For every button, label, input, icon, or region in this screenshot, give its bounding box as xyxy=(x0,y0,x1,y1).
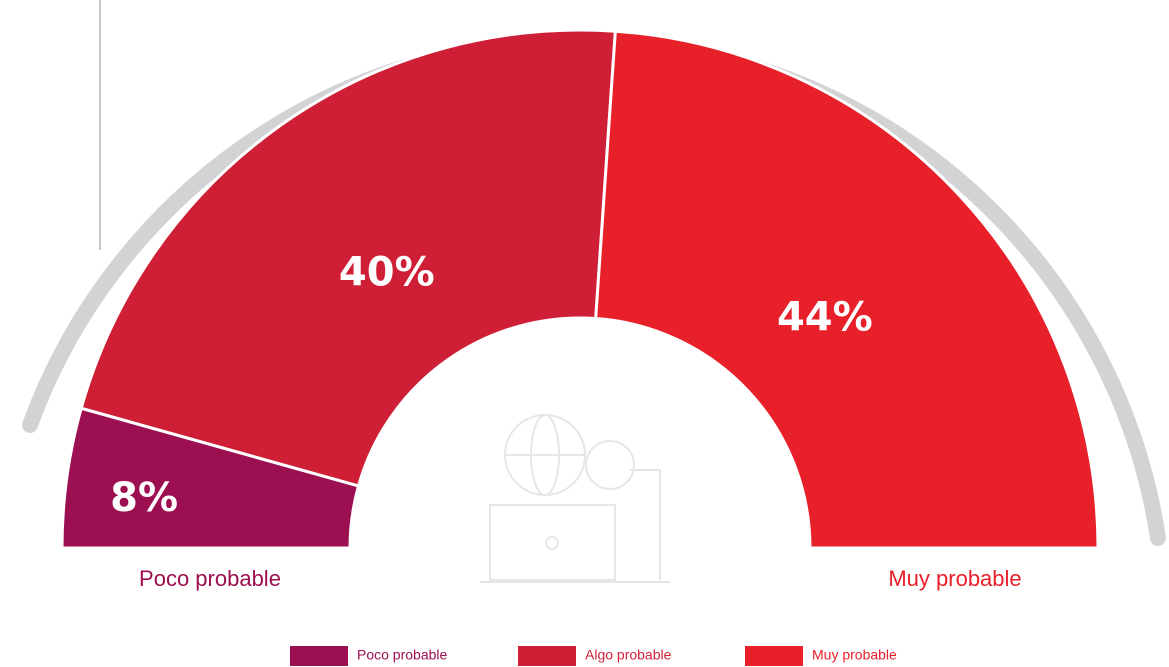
legend-swatch xyxy=(745,646,803,666)
center-icon xyxy=(480,414,670,583)
value-label: 44% xyxy=(777,294,873,340)
legend-label: Algo probable xyxy=(585,647,672,663)
legend-swatch xyxy=(518,646,576,666)
legend-label: Muy probable xyxy=(812,647,897,663)
value-label: 40% xyxy=(339,249,435,295)
legend: Poco probable Algo probable Muy probable xyxy=(290,646,897,666)
slice xyxy=(79,28,617,488)
category-label: Muy probable xyxy=(888,566,1021,591)
category-label: Poco probable xyxy=(139,566,281,591)
value-label: 8% xyxy=(110,475,178,521)
legend-label: Poco probable xyxy=(357,647,448,663)
slice xyxy=(594,29,1100,550)
slices: 8% 40% 44% xyxy=(60,28,1100,550)
legend-swatch xyxy=(290,646,348,666)
